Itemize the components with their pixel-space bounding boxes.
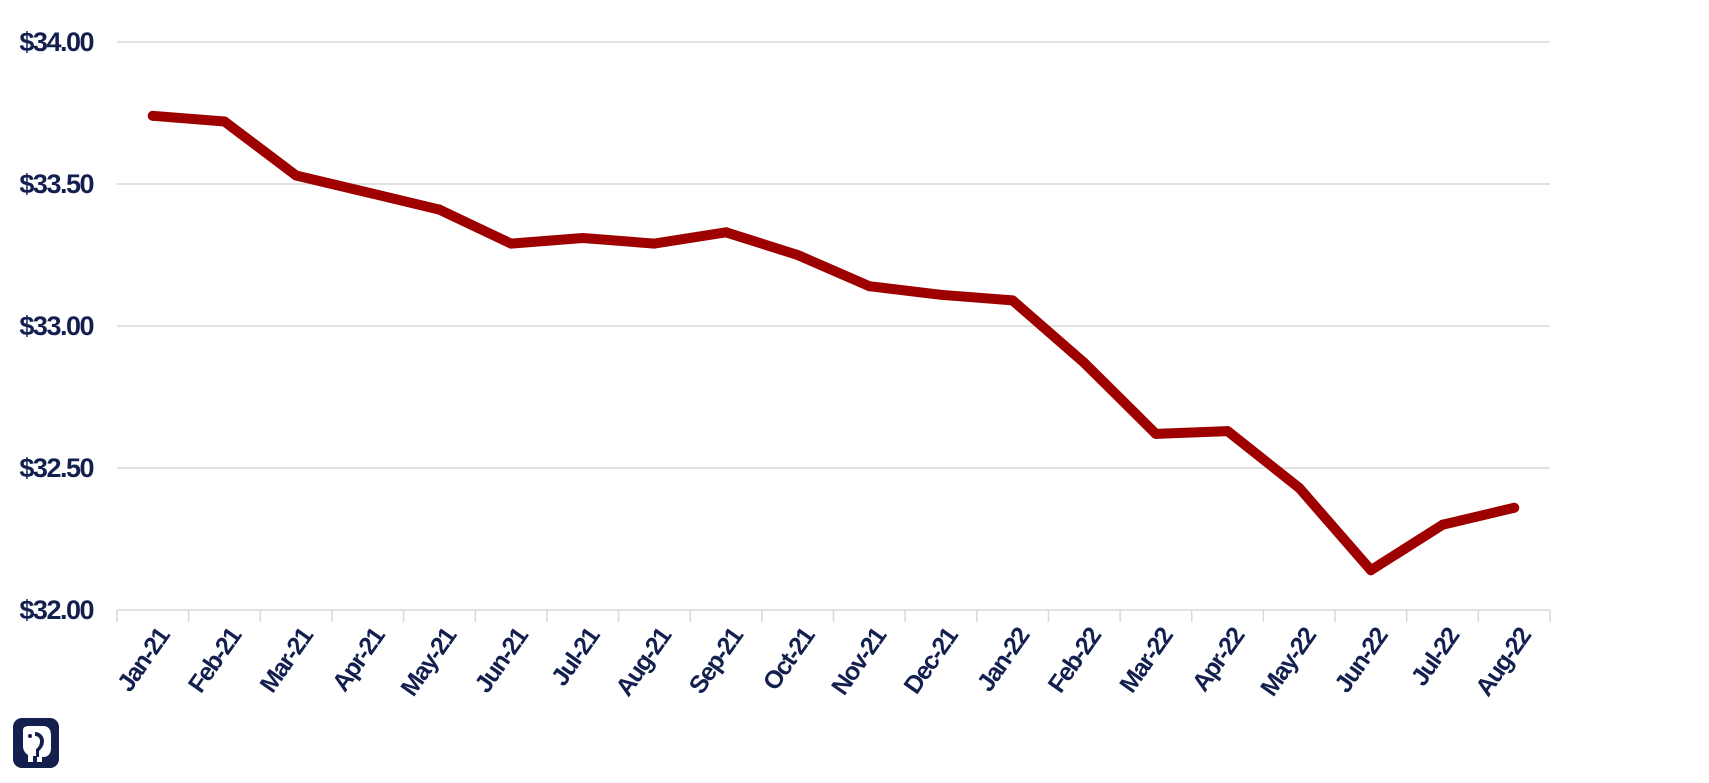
series-layer (147, 110, 1520, 576)
y-tick-label: $32.00 (19, 595, 93, 625)
series-line (147, 110, 1520, 576)
data-point (219, 116, 230, 127)
data-point (577, 232, 588, 243)
data-point (506, 238, 517, 249)
x-tick-label: Jul-21 (546, 622, 606, 691)
data-point (291, 170, 302, 181)
data-point (1365, 565, 1376, 576)
data-point (721, 227, 732, 238)
x-tick-label: Nov-21 (826, 622, 893, 700)
x-tick-label: Jan-21 (112, 622, 176, 697)
gridlines (117, 41, 1550, 469)
x-tick-label: Dec-21 (898, 622, 964, 699)
x-tick-label: Jun-21 (469, 622, 534, 698)
x-axis-tick-labels: Jan-21 Feb-21 Mar-21 Apr-21 May-21 Jun-21 Jul-… (112, 622, 1537, 701)
y-tick-label: $34.00 (19, 27, 93, 57)
x-tick-label: Jun-22 (1329, 623, 1393, 698)
data-point (1150, 428, 1161, 439)
x-tick-label: May-22 (1255, 623, 1322, 702)
x-tick-label: Mar-21 (254, 622, 319, 698)
data-point (1079, 357, 1090, 368)
data-point (792, 250, 803, 260)
data-point (1509, 502, 1520, 513)
data-point (1007, 295, 1018, 306)
y-axis-tick-labels: $34.00 $33.50 $33.00 $32.50 $32.00 (19, 27, 95, 625)
x-tick-label: Jan-22 (972, 623, 1036, 697)
y-tick-label: $33.00 (19, 311, 93, 341)
x-axis (116, 609, 1551, 622)
y-tick-label: $32.50 (19, 453, 93, 483)
x-tick-label: Feb-22 (1043, 623, 1107, 698)
elephant-icon (13, 718, 59, 768)
data-point (1294, 482, 1305, 493)
x-tick-label: Aug-22 (1470, 623, 1537, 702)
x-tick-label: Sep-21 (684, 622, 750, 699)
x-tick-label: Apr-22 (1187, 623, 1251, 697)
data-point (1222, 426, 1233, 437)
data-point (864, 281, 875, 292)
logo (13, 718, 59, 768)
data-point (935, 289, 946, 300)
x-tick-label: Jul-22 (1406, 623, 1466, 691)
y-tick-label: $33.50 (19, 169, 93, 199)
data-point (147, 110, 158, 121)
data-point (1437, 519, 1448, 530)
data-point (434, 204, 445, 215)
x-tick-label: Mar-22 (1114, 623, 1178, 698)
x-tick-label: Apr-21 (327, 622, 391, 697)
data-point (362, 187, 373, 198)
x-tick-label: Oct-21 (758, 622, 821, 696)
data-point (649, 238, 660, 249)
x-tick-label: Feb-21 (183, 622, 248, 698)
x-tick-label: May-21 (395, 622, 462, 701)
x-tick-label: Aug-21 (610, 622, 677, 701)
